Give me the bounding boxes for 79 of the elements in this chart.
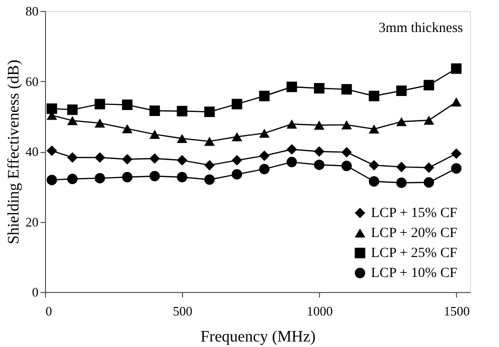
point	[46, 174, 58, 186]
point	[286, 156, 298, 168]
point	[341, 146, 352, 158]
point	[204, 136, 215, 146]
y-tick-label: 80	[26, 4, 38, 18]
point	[259, 128, 270, 138]
point	[94, 172, 106, 184]
point	[94, 98, 106, 110]
point	[314, 83, 324, 94]
x-tick-label: 1000	[306, 304, 333, 318]
point	[286, 82, 298, 92]
point	[176, 172, 188, 182]
point	[396, 178, 407, 188]
point	[176, 155, 188, 166]
point	[94, 152, 106, 163]
point	[204, 174, 215, 185]
point	[314, 160, 324, 170]
point	[259, 164, 270, 174]
point	[149, 153, 160, 164]
point	[67, 152, 78, 163]
point	[176, 106, 188, 116]
point	[286, 144, 298, 155]
point	[424, 177, 434, 188]
point	[341, 160, 352, 172]
point	[176, 134, 188, 144]
point	[368, 176, 380, 187]
point	[232, 132, 242, 142]
legend-label: LCP + 10% CF	[371, 266, 458, 281]
point	[67, 116, 78, 126]
point	[204, 160, 215, 170]
legend-label: LCP + 25% CF	[371, 246, 458, 261]
point	[67, 174, 78, 184]
y-tick-label: 40	[26, 144, 38, 159]
point	[94, 118, 106, 128]
point	[259, 90, 270, 102]
point	[424, 162, 434, 173]
point	[149, 106, 160, 116]
point	[368, 160, 380, 170]
x-axis-title: Frequency (MHz)	[200, 328, 316, 346]
point	[341, 84, 352, 95]
point	[122, 154, 132, 164]
point	[396, 117, 407, 126]
point	[451, 148, 462, 159]
point	[259, 150, 270, 161]
point	[286, 120, 298, 129]
x-tick-label: 1500	[444, 304, 470, 318]
point	[46, 103, 58, 114]
point	[122, 100, 132, 110]
point	[314, 146, 324, 157]
point	[46, 146, 58, 156]
legend-label: LCP + 20% CF	[371, 226, 458, 241]
point	[368, 90, 380, 102]
point	[396, 85, 407, 96]
point	[232, 98, 242, 110]
point	[368, 124, 380, 134]
x-tick-label: 0	[46, 304, 52, 318]
point	[341, 120, 352, 130]
point	[424, 116, 434, 125]
point	[451, 63, 462, 74]
y-axis-title: Shielding Effectiveness (dB)	[6, 60, 22, 244]
x-tick-label: 500	[172, 304, 192, 318]
point	[424, 80, 434, 90]
legend-label: LCP + 15% CF	[371, 206, 458, 221]
point	[451, 163, 462, 174]
y-tick-label: 0	[32, 284, 38, 300]
point	[149, 130, 160, 139]
y-tick-label: 60	[26, 74, 38, 89]
point	[451, 97, 462, 107]
y-tick-label: 20	[26, 214, 38, 230]
point	[67, 104, 78, 115]
point	[232, 155, 242, 166]
point	[232, 169, 242, 180]
point	[314, 120, 324, 130]
point	[149, 170, 160, 182]
annotation: 3mm thickness	[378, 21, 463, 36]
point	[396, 162, 407, 172]
point	[204, 106, 215, 118]
point	[122, 172, 132, 182]
point	[122, 124, 132, 134]
